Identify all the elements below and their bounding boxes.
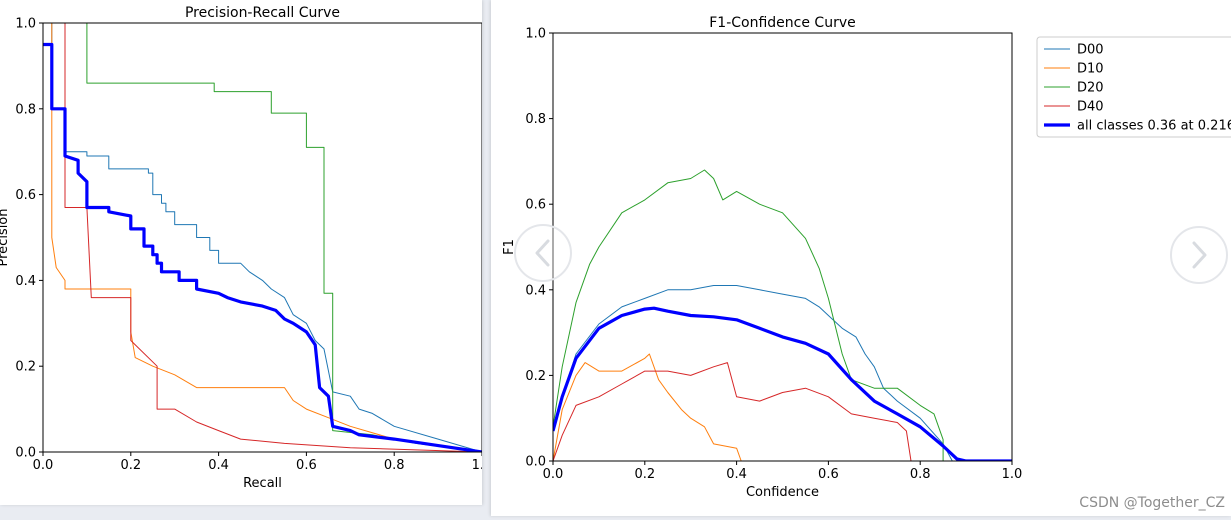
series-line-d40 (64, 23, 482, 452)
y-tick-label: 1.0 (15, 17, 36, 32)
legend-label-d00: D00 (1077, 43, 1104, 58)
y-tick-label: 0.0 (525, 455, 546, 470)
pr-curve-panel: 0.0 0.2 0.4 0.6 0.8 1.0 0.0 0.2 0.4 0.6 0.8 1.0 Prec… (0, 0, 492, 505)
y-tick-label: 0.8 (525, 112, 546, 127)
y-tick-label: 0.2 (525, 369, 546, 384)
x-tick-label: 0.0 (543, 467, 564, 482)
chevron-left-icon (535, 239, 550, 267)
y-tick-label: 0.4 (15, 274, 36, 289)
legend-box (1036, 36, 1231, 138)
legend-label-d40: D40 (1077, 100, 1104, 115)
x-tick-label: 1.0 (1002, 467, 1023, 482)
y-tick-label: 0.0 (15, 446, 36, 461)
series-line-d10 (553, 353, 742, 461)
previous-image-button[interactable] (514, 224, 572, 282)
y-tick-label: 0.6 (15, 188, 36, 203)
plot-area (553, 169, 1012, 461)
x-axis-label: Recall (243, 476, 282, 491)
y-axis-label: F1 (502, 239, 517, 255)
x-tick-label: 0.6 (296, 458, 317, 473)
x-tick-label: 0.4 (208, 458, 229, 473)
plot-area (43, 23, 482, 452)
series-line-d00 (43, 23, 482, 452)
x-axis-label: Confidence (746, 485, 819, 500)
series-line-d20 (553, 169, 1012, 461)
chart-title: Precision-Recall Curve (185, 5, 340, 21)
x-tick-label: 0.2 (120, 458, 141, 473)
chevron-right-icon (1192, 241, 1207, 269)
y-axis-label: Precision (0, 208, 11, 266)
y-tick-label: 1.0 (525, 27, 546, 42)
series-line-d40 (553, 362, 912, 461)
legend: D00 D10 D20 D40 all classes 0.36 at 0.216 (1036, 36, 1231, 138)
series-line-all (553, 306, 1012, 461)
y-tick-label: 0.8 (15, 102, 36, 117)
y-tick-label: 0.4 (525, 283, 546, 298)
legend-label-d20: D20 (1077, 81, 1104, 96)
x-tick-label: 1.0 (472, 458, 482, 473)
x-tick-label: 0.6 (818, 467, 839, 482)
chart-title: F1-Confidence Curve (709, 15, 855, 31)
f1-curve-panel: 0.0 0.2 0.4 0.6 0.8 1.0 0.0 0.2 0.4 0.6 0.8 1.0 F1-C… (491, 0, 1231, 516)
x-tick-label: 0.4 (726, 467, 747, 482)
watermark: CSDN @Together_CZ (1079, 495, 1225, 511)
axes-frame (552, 32, 1013, 462)
legend-label-all: all classes 0.36 at 0.216 (1077, 119, 1231, 134)
series-line-all (43, 42, 482, 452)
y-tick-label: 0.6 (525, 198, 546, 213)
x-tick-label: 0.8 (384, 458, 405, 473)
legend-label-d10: D10 (1077, 62, 1104, 77)
x-tick-label: 0.8 (910, 467, 931, 482)
y-tick-label: 0.2 (15, 360, 36, 375)
pr-curve-chart: 0.0 0.2 0.4 0.6 0.8 1.0 0.0 0.2 0.4 0.6 0.8 1.0 Prec… (0, 5, 492, 491)
series-line-d10 (51, 23, 482, 452)
next-image-button[interactable] (1170, 226, 1228, 284)
f1-curve-chart: 0.0 0.2 0.4 0.6 0.8 1.0 0.0 0.2 0.4 0.6 0.8 1.0 F1-C… (502, 15, 1231, 500)
x-tick-label: 0.2 (634, 467, 655, 482)
x-tick-label: 0.0 (33, 458, 54, 473)
series-line-d00 (553, 285, 1012, 461)
